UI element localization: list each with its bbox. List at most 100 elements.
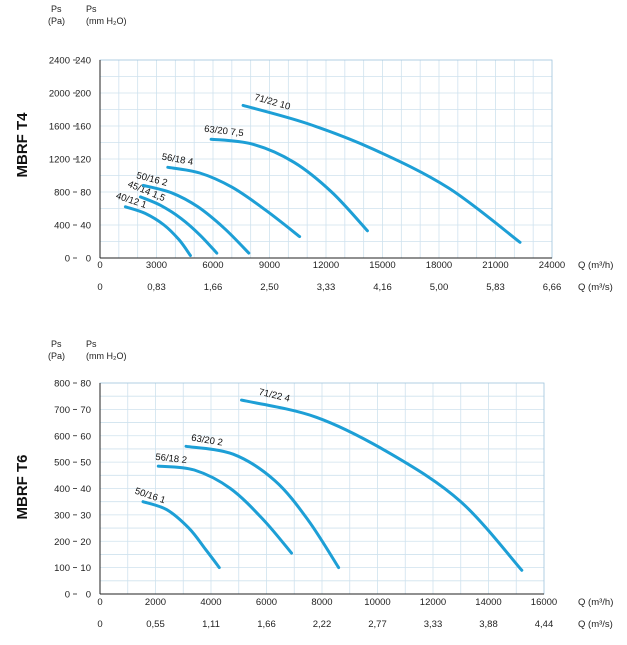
y-tick-label-pa: 800 — [54, 188, 70, 199]
x-tick-label-m3s: 6,66 — [543, 282, 562, 293]
x-tick-label-m3h: 6000 — [256, 597, 277, 608]
x-tick-label-m3h: 8000 — [311, 597, 332, 608]
x-tick-label-m3s: 5,83 — [486, 282, 505, 293]
y-tick-label-mm: 40 — [80, 484, 91, 495]
x-tick-label-m3s: 0,55 — [146, 619, 165, 630]
x-tick-label-m3s: 3,33 — [317, 282, 336, 293]
chart-panel-2: 0102030405060708001002003004005006007008… — [14, 339, 613, 630]
y-tick-label-pa: 400 — [54, 221, 70, 232]
x-tick-label-m3h: 0 — [97, 597, 102, 608]
x-tick-label-m3h: 2000 — [145, 597, 166, 608]
x-tick-label-m3h: 10000 — [364, 597, 390, 608]
y-axis-title-pa: Ps — [51, 339, 62, 349]
y-axis-title-pa: Ps — [51, 4, 62, 14]
series-curve-40-12-1 — [123, 205, 192, 257]
x-tick-label-m3h: 18000 — [426, 260, 452, 271]
series-curve-50-16-1 — [141, 500, 221, 570]
x-tick-label-m3s: 0 — [97, 282, 102, 293]
y-tick-label-pa: 700 — [54, 405, 70, 416]
x-tick-label-m3h: 0 — [97, 260, 102, 271]
x-tick-label-m3h: 4000 — [200, 597, 221, 608]
x-tick-label-m3s: 1,66 — [257, 619, 276, 630]
chart-panel-1: 0408012016020024004008001200160020002400… — [14, 4, 613, 293]
x-tick-label-m3h: 15000 — [369, 260, 395, 271]
y-tick-label-pa: 200 — [54, 537, 70, 548]
x-axis-label-m3s: Q (m³/s) — [578, 619, 613, 630]
x-tick-label-m3h: 24000 — [539, 260, 565, 271]
y-tick-label-pa: 0 — [65, 254, 70, 265]
y-tick-label-pa: 300 — [54, 510, 70, 521]
x-tick-label-m3h: 12000 — [313, 260, 339, 271]
series-curve-71-22-10 — [241, 103, 522, 244]
y-tick-label-mm: 60 — [80, 431, 91, 442]
x-tick-label-m3h: 9000 — [259, 260, 280, 271]
y-axis-unit-mm: (mm H₂O) — [86, 16, 126, 26]
x-tick-label-m3h: 3000 — [146, 260, 167, 271]
y-tick-label-mm: 240 — [75, 56, 91, 67]
x-tick-label-m3h: 12000 — [420, 597, 446, 608]
y-axis-unit-mm: (mm H₂O) — [86, 351, 126, 361]
y-axis-title-mm: Ps — [86, 4, 97, 14]
series-label: 56/18 4 — [161, 152, 194, 168]
x-tick-label-m3s: 1,66 — [204, 282, 223, 293]
x-tick-label-m3s: 1,11 — [202, 619, 220, 630]
x-axis-label-m3h: Q (m³/h) — [578, 260, 613, 271]
series-curve-56-18-2 — [156, 464, 293, 555]
y-tick-label-pa: 0 — [65, 590, 70, 601]
series-curve-50-16-2 — [141, 183, 251, 255]
x-tick-label-m3s: 0 — [97, 619, 102, 630]
series-label: 63/20 2 — [190, 433, 223, 449]
y-tick-label-mm: 0 — [86, 590, 91, 601]
x-tick-label-m3s: 3,88 — [479, 619, 498, 630]
x-tick-label-m3s: 2,50 — [260, 282, 279, 293]
x-tick-label-m3h: 16000 — [531, 597, 557, 608]
y-tick-label-mm: 80 — [80, 379, 91, 390]
x-axis-label-m3s: Q (m³/s) — [578, 282, 613, 293]
y-tick-label-mm: 120 — [75, 155, 91, 166]
y-tick-label-mm: 30 — [80, 510, 91, 521]
model-label: MBRF T4 — [14, 112, 31, 178]
y-tick-label-pa: 800 — [54, 379, 70, 390]
y-tick-label-pa: 2400 — [49, 56, 70, 67]
y-tick-label-pa: 1200 — [49, 155, 70, 166]
y-tick-label-mm: 160 — [75, 122, 91, 133]
series-curve-63-20-7-5 — [209, 137, 369, 233]
y-axis-unit-pa: (Pa) — [48, 16, 65, 26]
y-tick-label-pa: 100 — [54, 563, 70, 574]
y-tick-label-mm: 50 — [80, 458, 91, 469]
y-tick-label-pa: 600 — [54, 431, 70, 442]
y-tick-label-mm: 20 — [80, 537, 91, 548]
grid-lines — [100, 383, 544, 594]
x-tick-label-m3s: 0,83 — [147, 282, 166, 293]
y-tick-label-mm: 70 — [80, 405, 91, 416]
x-tick-label-m3h: 21000 — [482, 260, 508, 271]
series-label: 56/18 2 — [155, 452, 188, 466]
x-tick-label-m3s: 4,16 — [373, 282, 392, 293]
y-tick-label-mm: 10 — [80, 563, 91, 574]
y-tick-label-pa: 1600 — [49, 122, 70, 133]
y-tick-label-mm: 0 — [86, 254, 91, 265]
y-tick-label-mm: 200 — [75, 89, 91, 100]
series-curve-56-18-4 — [166, 165, 302, 239]
model-label: MBRF T6 — [14, 455, 31, 520]
y-tick-label-pa: 2000 — [49, 89, 70, 100]
y-tick-label-pa: 500 — [54, 458, 70, 469]
x-tick-label-m3h: 14000 — [475, 597, 501, 608]
y-axis-unit-pa: (Pa) — [48, 351, 65, 361]
x-tick-label-m3h: 6000 — [202, 260, 223, 271]
y-tick-label-mm: 40 — [80, 221, 91, 232]
series-curve-71-22-4 — [240, 398, 524, 572]
series-label: 71/22 4 — [258, 387, 291, 405]
x-tick-label-m3s: 2,22 — [313, 619, 332, 630]
series-label: 63/20 7,5 — [204, 124, 245, 140]
y-tick-label-mm: 80 — [80, 188, 91, 199]
series-curve-63-20-2 — [184, 444, 341, 570]
y-tick-label-pa: 400 — [54, 484, 70, 495]
x-tick-label-m3s: 4,44 — [535, 619, 554, 630]
x-tick-label-m3s: 2,77 — [368, 619, 387, 630]
x-tick-label-m3s: 5,00 — [430, 282, 449, 293]
series-curve-45-14-1-5 — [139, 195, 219, 255]
x-tick-label-m3s: 3,33 — [424, 619, 443, 630]
y-axis-title-mm: Ps — [86, 339, 97, 349]
